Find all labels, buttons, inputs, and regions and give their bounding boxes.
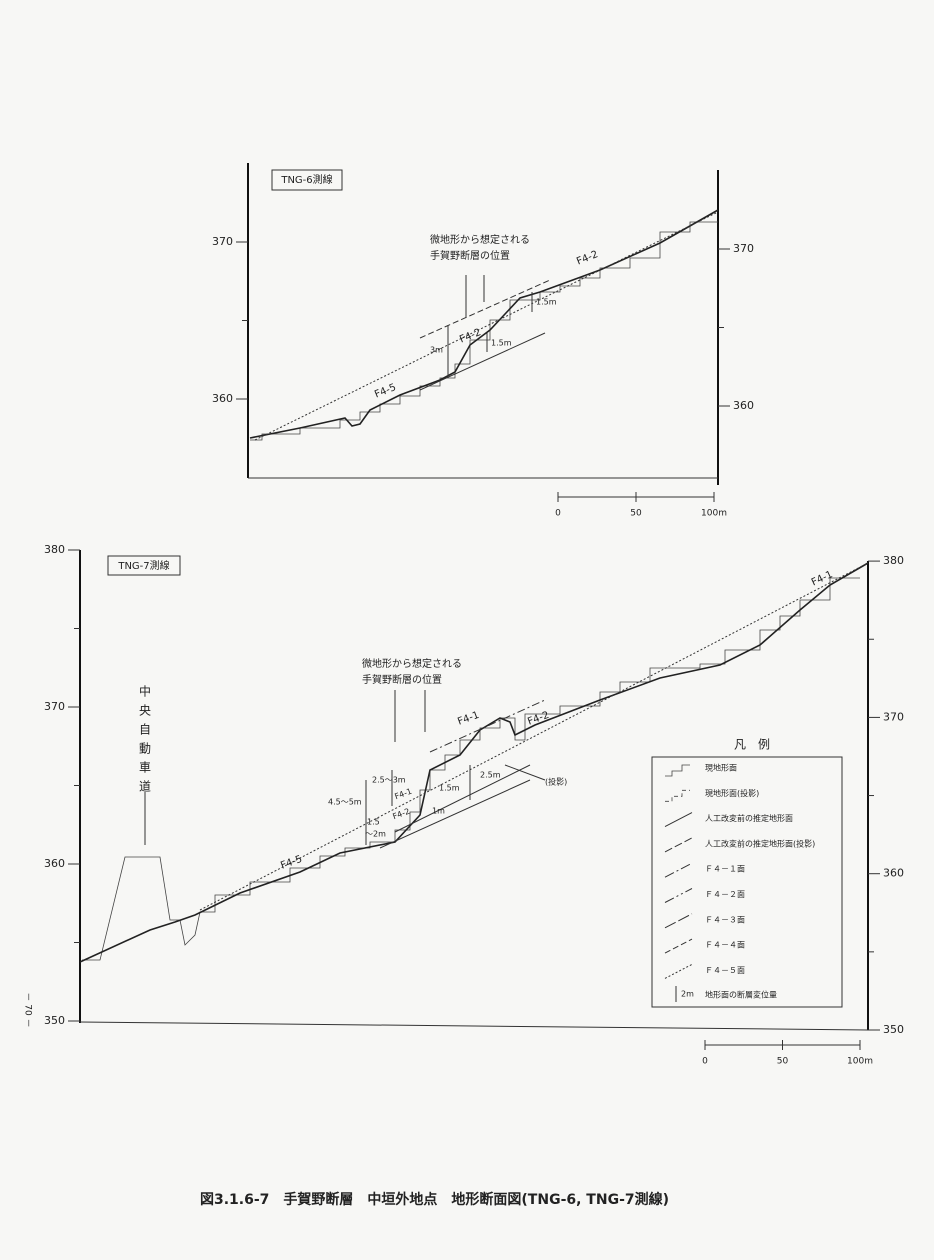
scale-label: 100m bbox=[701, 509, 727, 519]
surface-label: F4-1 bbox=[810, 569, 835, 588]
fault-note: 微地形から想定される bbox=[430, 233, 530, 246]
legend-item: 人工改変前の推定地形面(投影) bbox=[705, 838, 815, 848]
legend-sample bbox=[664, 812, 693, 828]
offset: 2.5～3m bbox=[372, 776, 406, 785]
legend-item: 現地形面 bbox=[705, 763, 737, 773]
tick-label: 360 bbox=[883, 867, 904, 880]
tick-label: 370 bbox=[212, 235, 233, 248]
tick-label: 370 bbox=[883, 710, 904, 723]
fault-plane bbox=[379, 779, 531, 849]
scale-label: 100m bbox=[847, 1057, 873, 1067]
road-char: 道 bbox=[139, 780, 151, 794]
fault-note: 微地形から想定される bbox=[362, 657, 462, 670]
road-char: 車 bbox=[139, 761, 151, 775]
current-surface bbox=[250, 221, 718, 441]
f4-surface bbox=[199, 562, 869, 911]
offset: 1m bbox=[432, 807, 445, 816]
legend-sample bbox=[664, 963, 693, 979]
tick-label: 360 bbox=[212, 392, 233, 405]
surface-label: F4-2 bbox=[391, 807, 411, 822]
road-char: 中 bbox=[139, 684, 151, 699]
legend-item: Ｆ４－１面 bbox=[705, 865, 745, 874]
fault-plane bbox=[419, 279, 551, 339]
tick-label: 370 bbox=[44, 700, 65, 713]
offset: 1.5 bbox=[367, 818, 380, 827]
tick-label: 350 bbox=[883, 1023, 904, 1036]
profile-label: TNG-6測線 bbox=[280, 173, 332, 186]
tick-label: 380 bbox=[883, 554, 904, 567]
legend-sample bbox=[664, 888, 693, 903]
legend-item: 人工改変前の推定地形面 bbox=[705, 813, 793, 823]
surface-label: F4-1 bbox=[393, 787, 413, 802]
surface-label: F4-2 bbox=[575, 249, 600, 267]
offset: 4.5～5m bbox=[328, 798, 362, 807]
legend-title: 凡 例 bbox=[734, 738, 770, 752]
label-box bbox=[107, 555, 181, 576]
offset: 1.5m bbox=[491, 339, 512, 348]
road-char: 自 bbox=[139, 723, 151, 737]
legend-item: 現地形面(投影) bbox=[705, 788, 759, 798]
caption: 図3.1.6-7 手賀野断層 中垣外地点 地形断面図(TNG-6, TNG-7測… bbox=[200, 1191, 669, 1208]
base-line bbox=[79, 1021, 869, 1031]
scale-label: 0 bbox=[702, 1057, 708, 1067]
legend-sample bbox=[665, 764, 690, 777]
surface-label: F4-5 bbox=[279, 854, 304, 872]
scale-label: 50 bbox=[630, 509, 642, 519]
tick-label: 350 bbox=[44, 1014, 65, 1027]
legend-item: Ｆ４－５面 bbox=[705, 966, 745, 975]
legend-sample bbox=[665, 789, 690, 802]
profile-tng6: TNG-6測線 微地形から想定される 手賀野断層の位置 F4-2 F4-2 F4… bbox=[247, 163, 719, 485]
estimated-surface bbox=[79, 562, 869, 963]
f4-surface bbox=[254, 211, 719, 441]
surface-label: F4-2 bbox=[458, 327, 483, 345]
legend-box bbox=[651, 756, 843, 1008]
profile-tng7: TNG-7測線 微地形から想定される 手賀野断層の位置 F4-1 F4-2 F4… bbox=[79, 550, 869, 1031]
page-number: － 70 － bbox=[23, 992, 33, 1027]
surface-label: F4-2 bbox=[526, 710, 551, 728]
profile-label: TNG-7測線 bbox=[117, 559, 169, 572]
scale-label: 0 bbox=[555, 509, 561, 519]
leader bbox=[504, 764, 546, 781]
legend-item: Ｆ４－４面 bbox=[705, 941, 745, 950]
offset: ～2m bbox=[365, 830, 386, 839]
legend-sample bbox=[664, 862, 693, 878]
legend-sample bbox=[664, 913, 693, 929]
tick-label: 360 bbox=[733, 399, 754, 412]
offset: 3m bbox=[430, 346, 443, 355]
offset: 1.5m bbox=[536, 298, 557, 307]
offset: 1.5m bbox=[439, 784, 460, 793]
fault-plane bbox=[394, 764, 531, 833]
legend-sample bbox=[664, 938, 693, 954]
legend-item: 地形面の断層変位量 bbox=[705, 990, 777, 1000]
tick-label: 370 bbox=[733, 242, 754, 255]
label-box bbox=[271, 169, 343, 191]
tick-label: 380 bbox=[44, 543, 65, 556]
fault-plane bbox=[429, 699, 546, 753]
fault-note: 手賀野断層の位置 bbox=[362, 673, 442, 686]
legend-item: Ｆ４－２面 bbox=[705, 890, 745, 899]
road-char: 央 bbox=[139, 704, 151, 718]
road-char: 動 bbox=[139, 742, 151, 756]
legend-sample bbox=[664, 837, 693, 853]
fault-note: 手賀野断層の位置 bbox=[430, 249, 510, 262]
legend-item: Ｆ４－３面 bbox=[705, 915, 745, 924]
surface-label: F4-1 bbox=[456, 710, 481, 728]
fault-plane bbox=[419, 332, 546, 391]
tick-label: 360 bbox=[44, 857, 65, 870]
legend-sample-label: 2m bbox=[681, 990, 694, 999]
offset: 2.5m bbox=[480, 771, 501, 780]
scale-label: 50 bbox=[777, 1057, 789, 1067]
projection-note: (投影) bbox=[545, 777, 567, 787]
